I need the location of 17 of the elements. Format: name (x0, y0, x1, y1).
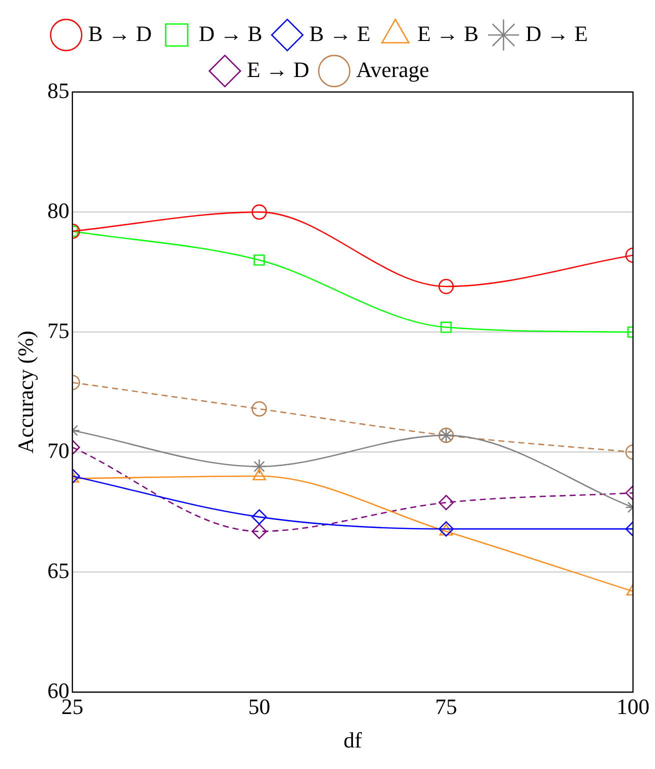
y-tick-label: 75 (47, 318, 70, 343)
y-tick-label: 70 (47, 438, 70, 463)
x-axis-title: df (344, 728, 363, 753)
legend-label: Average (356, 56, 430, 82)
x-tick-label: 100 (616, 694, 650, 720)
y-tick-label: 85 (47, 78, 70, 103)
legend-label: E → B (417, 20, 479, 46)
x-tick-label: 75 (435, 694, 458, 720)
y-tick-label: 80 (47, 198, 70, 223)
legend-label: E → D (246, 56, 310, 82)
legend-label: B → E (309, 20, 370, 46)
y-tick-label: 65 (47, 558, 70, 583)
legend-label: D → B (198, 20, 262, 46)
legend-label: D → E (526, 20, 588, 46)
x-tick-label: 50 (248, 694, 270, 720)
y-axis-title: Accuracy (%) (12, 330, 38, 454)
legend-label: B → D (88, 20, 152, 46)
